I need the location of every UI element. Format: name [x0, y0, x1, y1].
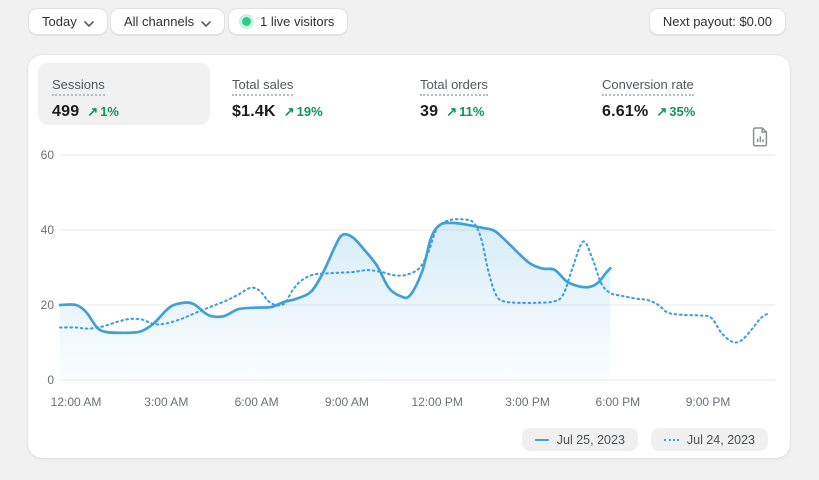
- metric-label: Conversion rate: [602, 77, 694, 96]
- metric-label: Sessions: [52, 77, 105, 96]
- live-status-dot-icon: [242, 17, 251, 26]
- metric-label: Total orders: [420, 77, 488, 96]
- channel-filter-label: All channels: [124, 14, 195, 29]
- svg-text:9:00 AM: 9:00 AM: [325, 395, 369, 409]
- svg-text:6:00 AM: 6:00 AM: [235, 395, 279, 409]
- chevron-down-icon: [83, 15, 94, 30]
- export-report-button[interactable]: [747, 123, 773, 149]
- trend-up-arrow-icon: ↗: [656, 104, 668, 119]
- metric-value: 6.61%: [602, 103, 649, 120]
- chevron-down-icon: [201, 15, 211, 30]
- report-document-icon: [752, 126, 767, 147]
- next-payout-label: Next payout: $0.00: [662, 14, 772, 29]
- metric-tab-sessions[interactable]: Sessions 499 ↗ 1%: [38, 63, 210, 125]
- metric-value: $1.4K: [232, 103, 276, 120]
- sessions-line-chart: 0 20 40 60 12:00 AM 3:00 AM 6:00 AM 9:00 AM 12:0…: [41, 148, 775, 409]
- next-payout-button[interactable]: Next payout: $0.00: [648, 8, 786, 35]
- svg-text:12:00 AM: 12:00 AM: [51, 395, 102, 409]
- trend-up-arrow-icon: ↗: [87, 104, 99, 119]
- metric-label: Total sales: [232, 77, 294, 96]
- svg-text:3:00 PM: 3:00 PM: [505, 395, 550, 409]
- legend-item-jul-24[interactable]: Jul 24, 2023: [650, 428, 768, 451]
- date-filter-label: Today: [42, 14, 77, 29]
- legend-label: Jul 25, 2023: [556, 432, 625, 447]
- metric-trend-percent: 19%: [296, 104, 323, 119]
- svg-text:6:00 PM: 6:00 PM: [595, 395, 640, 409]
- svg-text:3:00 AM: 3:00 AM: [144, 395, 188, 409]
- legend-dotted-line-swatch: [663, 438, 679, 441]
- metric-trend-percent: 11%: [459, 104, 485, 119]
- metric-tab-total-sales[interactable]: Total sales $1.4K ↗ 19%: [218, 63, 337, 131]
- live-visitors-label: 1 live visitors: [260, 14, 335, 29]
- svg-text:20: 20: [41, 298, 55, 312]
- svg-text:40: 40: [41, 223, 55, 237]
- analytics-card: Sessions 499 ↗ 1% Total sales $1.4K ↗ 19% …: [28, 55, 790, 458]
- metric-trend-percent: 35%: [669, 104, 696, 119]
- metric-trend-percent: 1%: [100, 104, 119, 119]
- chart-legend: Jul 25, 2023 Jul 24, 2023: [521, 428, 768, 451]
- svg-text:9:00 PM: 9:00 PM: [686, 395, 731, 409]
- live-visitors-badge[interactable]: 1 live visitors: [228, 8, 349, 35]
- channel-filter-button[interactable]: All channels: [110, 8, 226, 35]
- metric-value: 499: [52, 103, 80, 120]
- metric-tab-total-orders[interactable]: Total orders 39 ↗ 11%: [406, 63, 502, 131]
- topbar: Today All channels 1 live visitors Next …: [0, 8, 819, 36]
- legend-label: Jul 24, 2023: [686, 432, 755, 447]
- trend-up-arrow-icon: ↗: [283, 104, 295, 119]
- legend-item-jul-25[interactable]: Jul 25, 2023: [521, 428, 638, 451]
- trend-up-arrow-icon: ↗: [446, 104, 458, 119]
- metric-tab-conversion-rate[interactable]: Conversion rate 6.61% ↗ 35%: [588, 63, 709, 131]
- date-filter-button[interactable]: Today: [28, 8, 108, 35]
- legend-solid-line-swatch: [534, 438, 549, 441]
- svg-text:0: 0: [47, 373, 54, 387]
- metric-value: 39: [420, 103, 439, 120]
- svg-text:12:00 PM: 12:00 PM: [412, 395, 463, 409]
- svg-text:60: 60: [41, 148, 55, 162]
- sessions-chart: 0 20 40 60 12:00 AM 3:00 AM 6:00 AM 9:00 AM 12:0…: [28, 140, 790, 420]
